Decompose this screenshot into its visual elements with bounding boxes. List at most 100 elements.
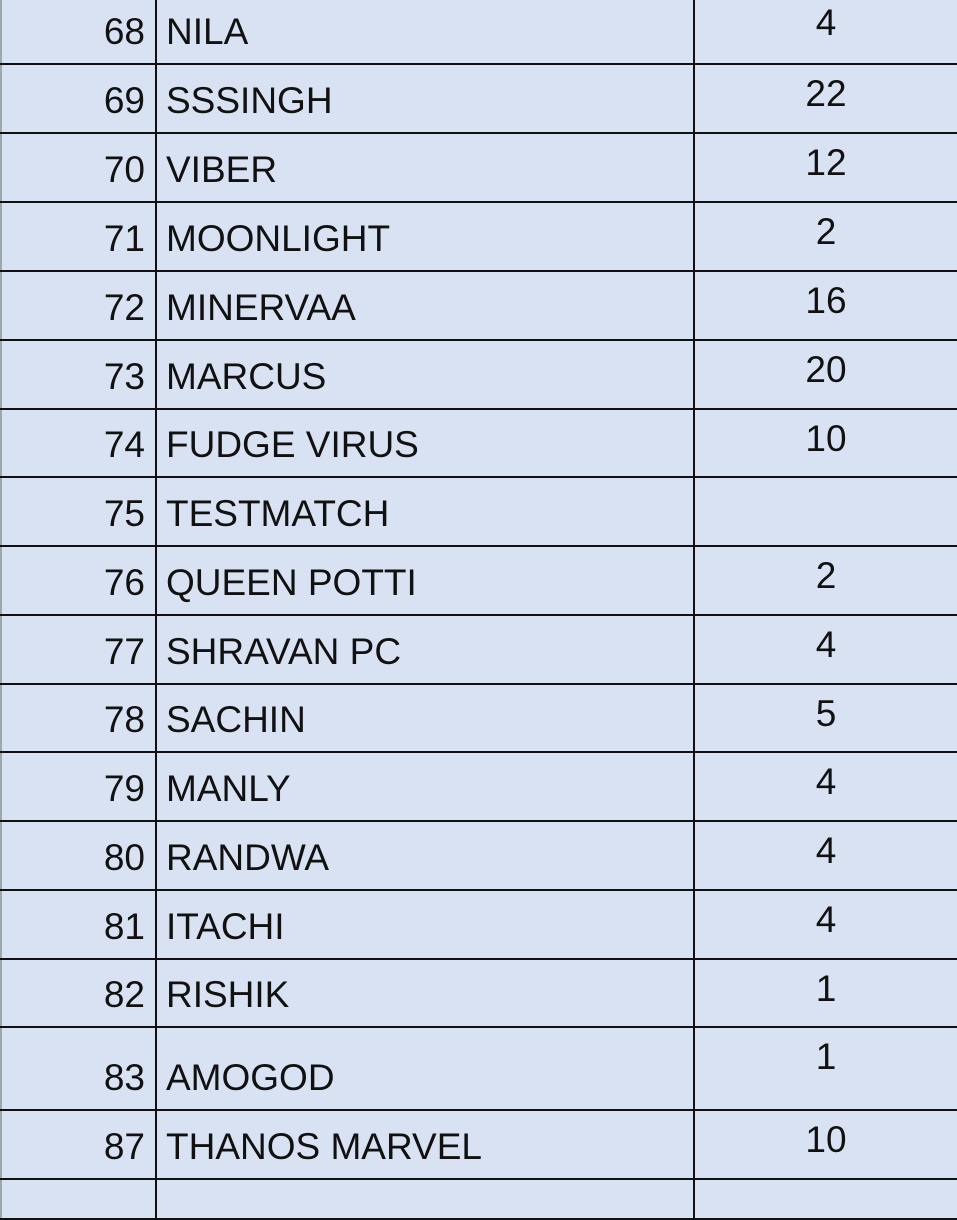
name-cell-text: FUDGE VIRUS	[166, 424, 419, 465]
name-cell[interactable]: SHRAVAN PC	[157, 616, 695, 683]
table-row: 72 MINERVAA 16	[0, 272, 957, 341]
value-cell-text: 4	[815, 761, 837, 802]
row-number-cell[interactable]: 79	[0, 753, 157, 820]
row-number-cell-text: 74	[103, 424, 145, 465]
table-row: 78 SACHIN 5	[0, 685, 957, 753]
value-cell-text: 10	[805, 1119, 847, 1160]
row-number-cell[interactable]	[0, 1180, 157, 1218]
row-number-cell[interactable]: 74	[0, 410, 157, 476]
name-cell[interactable]: VIBER	[157, 134, 695, 201]
name-cell[interactable]: TESTMATCH	[157, 478, 695, 545]
value-cell[interactable]: 1	[695, 960, 957, 1026]
value-cell[interactable]: 2	[695, 547, 957, 614]
value-cell[interactable]: 4	[695, 822, 957, 889]
name-cell[interactable]: MOONLIGHT	[157, 203, 695, 270]
value-cell-text: 1	[815, 1036, 837, 1077]
row-number-cell[interactable]: 83	[0, 1028, 157, 1109]
row-number-cell-text: 78	[103, 699, 145, 740]
value-cell-text: 5	[815, 693, 837, 734]
value-cell[interactable]: 5	[695, 685, 957, 751]
row-number-cell[interactable]: 69	[0, 65, 157, 132]
value-cell[interactable]: 22	[695, 65, 957, 132]
name-cell[interactable]: RISHIK	[157, 960, 695, 1026]
name-cell-text: RISHIK	[166, 974, 290, 1015]
row-number-cell[interactable]: 76	[0, 547, 157, 614]
row-number-cell-text: 69	[103, 80, 145, 121]
row-number-cell[interactable]: 81	[0, 891, 157, 958]
table-row: 80 RANDWA 4	[0, 822, 957, 891]
name-cell[interactable]: SACHIN	[157, 685, 695, 751]
name-cell-text: RANDWA	[166, 837, 330, 878]
row-number-cell[interactable]: 68	[0, 0, 157, 63]
name-cell-text: MANLY	[166, 768, 291, 809]
value-cell[interactable]: 4	[695, 0, 957, 63]
value-cell[interactable]: 4	[695, 753, 957, 820]
table-row: 76 QUEEN POTTI 2	[0, 547, 957, 616]
name-cell-text: VIBER	[166, 149, 278, 190]
name-cell-text: MINERVAA	[166, 287, 356, 328]
row-number-cell-text: 80	[103, 837, 145, 878]
row-number-cell[interactable]: 70	[0, 134, 157, 201]
value-cell[interactable]: 12	[695, 134, 957, 201]
value-cell[interactable]: 2	[695, 203, 957, 270]
row-number-cell[interactable]: 71	[0, 203, 157, 270]
row-number-cell-text: 81	[103, 906, 145, 947]
name-cell-text: QUEEN POTTI	[166, 562, 417, 603]
name-cell-text: SACHIN	[166, 699, 306, 740]
name-cell[interactable]: SSSINGH	[157, 65, 695, 132]
value-cell-text: 20	[805, 349, 847, 390]
table-row: 75 TESTMATCH	[0, 478, 957, 547]
row-number-cell-text: 75	[103, 493, 145, 534]
row-number-cell[interactable]: 77	[0, 616, 157, 683]
value-cell[interactable]: 4	[695, 616, 957, 683]
value-cell[interactable]: 16	[695, 272, 957, 339]
name-cell-text: MOONLIGHT	[166, 218, 391, 259]
name-cell[interactable]: AMOGOD	[157, 1028, 695, 1109]
row-number-cell[interactable]: 72	[0, 272, 157, 339]
row-number-cell[interactable]: 75	[0, 478, 157, 545]
name-cell-text: TESTMATCH	[166, 493, 390, 534]
name-cell[interactable]	[157, 1180, 695, 1218]
value-cell[interactable]	[695, 478, 957, 545]
row-number-cell-text: 77	[103, 631, 145, 672]
table-row: 79 MANLY 4	[0, 753, 957, 822]
row-number-cell[interactable]: 73	[0, 341, 157, 408]
row-number-cell[interactable]: 78	[0, 685, 157, 751]
row-number-cell[interactable]: 82	[0, 960, 157, 1026]
name-cell[interactable]: ITACHI	[157, 891, 695, 958]
value-cell[interactable]: 20	[695, 341, 957, 408]
row-number-cell[interactable]: 87	[0, 1111, 157, 1178]
table-row: 74 FUDGE VIRUS 10	[0, 410, 957, 478]
row-number-cell-text: 71	[103, 218, 145, 259]
value-cell-text: 1	[815, 968, 837, 1009]
name-cell[interactable]: THANOS MARVEL	[157, 1111, 695, 1178]
value-cell[interactable]: 1	[695, 1028, 957, 1109]
row-number-cell-text: 72	[103, 287, 145, 328]
value-cell[interactable]: 10	[695, 1111, 957, 1178]
name-cell-text: SHRAVAN PC	[166, 631, 402, 672]
name-cell[interactable]: MANLY	[157, 753, 695, 820]
table-row: 68 NILA 4	[0, 0, 957, 65]
name-cell[interactable]: QUEEN POTTI	[157, 547, 695, 614]
table-row: 87 THANOS MARVEL 10	[0, 1111, 957, 1180]
row-number-cell-text: 87	[103, 1126, 145, 1167]
value-cell[interactable]: 4	[695, 891, 957, 958]
table-row: 70 VIBER 12	[0, 134, 957, 203]
value-cell-text: 4	[815, 899, 837, 940]
value-cell-text: 4	[815, 2, 837, 43]
value-cell-text: 10	[805, 418, 847, 459]
table-row: 69 SSSINGH 22	[0, 65, 957, 134]
name-cell[interactable]: MINERVAA	[157, 272, 695, 339]
name-cell-text: ITACHI	[166, 906, 285, 947]
row-number-cell-text: 68	[103, 11, 145, 52]
row-number-cell[interactable]: 80	[0, 822, 157, 889]
name-cell[interactable]: NILA	[157, 0, 695, 63]
value-cell[interactable]	[695, 1180, 957, 1218]
name-cell[interactable]: RANDWA	[157, 822, 695, 889]
value-cell-text: 4	[815, 624, 837, 665]
value-cell[interactable]: 10	[695, 410, 957, 476]
name-cell[interactable]: FUDGE VIRUS	[157, 410, 695, 476]
table-row: 83 AMOGOD 1	[0, 1028, 957, 1111]
name-cell[interactable]: MARCUS	[157, 341, 695, 408]
